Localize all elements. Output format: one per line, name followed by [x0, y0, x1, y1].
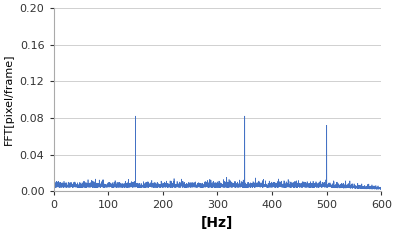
X-axis label: [Hz]: [Hz] — [201, 216, 234, 230]
Y-axis label: FFT[pixel/frame]: FFT[pixel/frame] — [4, 54, 14, 146]
